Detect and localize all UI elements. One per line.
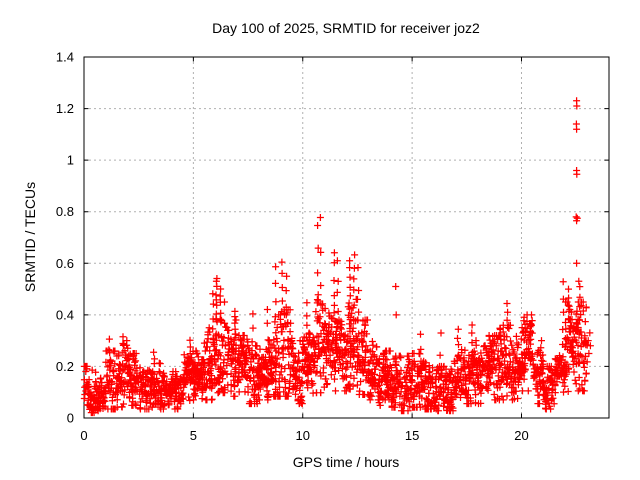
srmtid-scatter-markers — [80, 97, 594, 417]
tick-labels: 0 5 10 15 20 0 0.2 0.4 0.6 0.8 1 1.2 1.4 — [56, 50, 529, 444]
x-tick-label: 10 — [296, 428, 310, 443]
y-tick-label: 0.8 — [56, 204, 74, 219]
y-axis-label: SRMTID / TECUs — [22, 182, 38, 292]
plot-frame — [83, 56, 610, 419]
y-tick-label: 0.4 — [56, 307, 74, 322]
plot-border — [83, 56, 610, 419]
plot-title: Day 100 of 2025, SRMTID for receiver joz… — [212, 20, 480, 36]
gridlines — [84, 57, 609, 418]
x-tick-label: 0 — [80, 428, 87, 443]
data-points-layer — [80, 97, 594, 417]
x-tick-label: 15 — [405, 428, 419, 443]
y-tick-label: 1 — [67, 153, 74, 168]
y-tick-label: 1.2 — [56, 101, 74, 116]
x-tick-label: 20 — [514, 428, 528, 443]
y-tick-label: 0 — [67, 411, 74, 426]
y-tick-label: 0.6 — [56, 256, 74, 271]
grid-layer — [84, 57, 609, 418]
y-tick-label: 1.4 — [56, 50, 74, 65]
x-axis-label: GPS time / hours — [293, 454, 400, 470]
x-tick-label: 5 — [190, 428, 197, 443]
y-tick-label: 0.2 — [56, 359, 74, 374]
